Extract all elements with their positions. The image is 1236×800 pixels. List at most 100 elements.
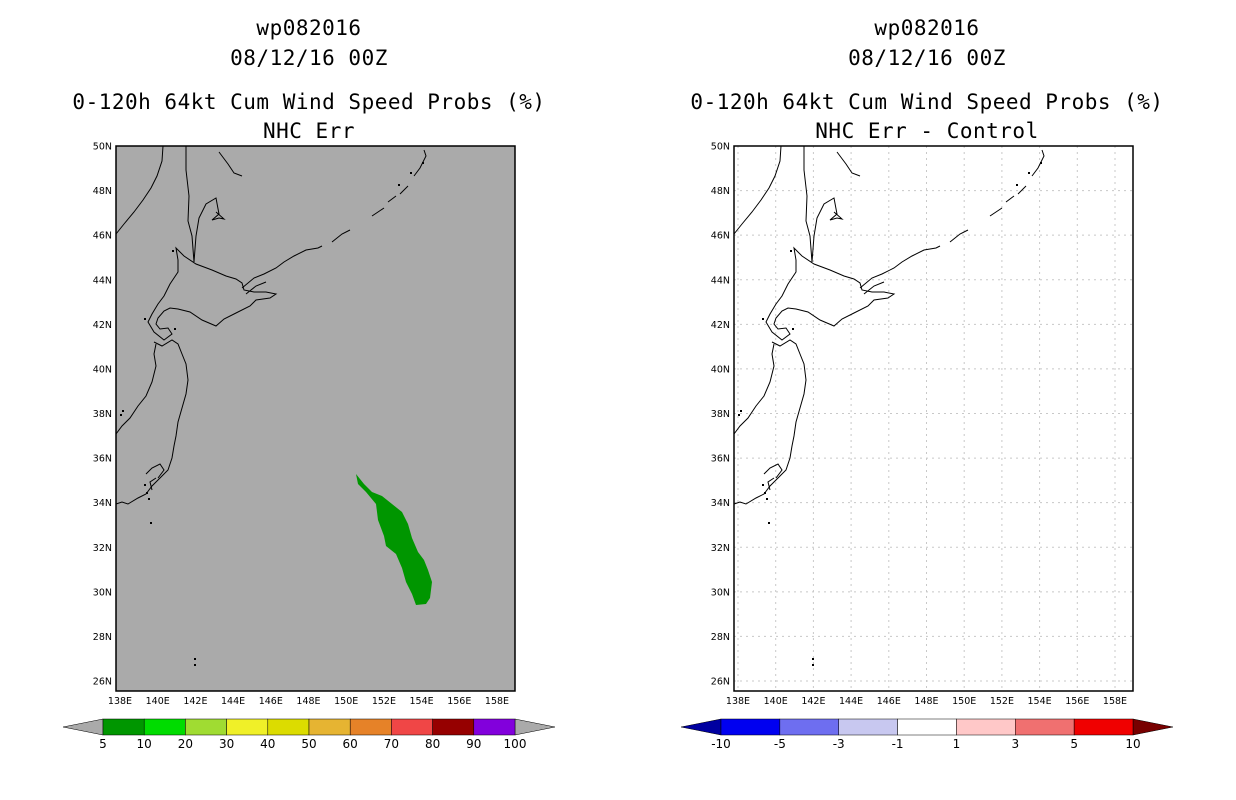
map-border	[733, 145, 1134, 692]
coastline	[115, 339, 189, 505]
coastline	[733, 343, 775, 435]
lat-tick-label: 46N	[93, 231, 112, 242]
coastline	[185, 146, 226, 263]
island	[812, 658, 814, 660]
lat-tick-label: 26N	[93, 677, 112, 688]
island	[1040, 162, 1042, 164]
lon-tick-label: 148E	[914, 696, 938, 707]
map-frame	[733, 145, 1134, 692]
island	[790, 250, 792, 252]
colorbar-swatch	[432, 718, 475, 736]
lon-tick-label: 140E	[146, 696, 170, 707]
panel-subtitle: NHC Err	[262, 119, 355, 143]
coastline	[949, 229, 969, 243]
lat-tick-label: 46N	[711, 231, 730, 242]
lat-tick-label: 26N	[711, 677, 730, 688]
lon-tick-label: 152E	[372, 696, 396, 707]
probability-swath	[356, 474, 432, 605]
map-border	[115, 145, 516, 692]
coastline	[733, 339, 807, 505]
colorbar-label: 100	[504, 737, 527, 751]
lon-tick-label: 138E	[726, 696, 750, 707]
island	[398, 184, 400, 186]
island	[148, 498, 150, 500]
lat-tick-label: 36N	[711, 454, 730, 465]
colorbar-swatch	[308, 718, 351, 736]
forecast-time: 08/12/16 00Z	[230, 46, 388, 70]
colorbar-swatch	[226, 718, 269, 736]
island	[762, 484, 764, 486]
colorbar-label: 30	[219, 737, 234, 751]
colorbar-label: 50	[301, 737, 316, 751]
lon-tick-label: 146E	[877, 696, 901, 707]
coastline	[245, 281, 267, 295]
colorbar: -10 -5 -3 -1 1 3 5 10	[680, 718, 1174, 751]
map-frame	[115, 145, 516, 692]
island	[194, 664, 196, 666]
coastline	[115, 145, 164, 235]
colorbar-swatch	[185, 718, 227, 736]
probability-map: 138E 140E 142E 144E 146E 148E 150E 152E 154E 156E…	[62, 142, 556, 751]
coastline	[147, 246, 278, 341]
lat-tick-label: 36N	[93, 454, 112, 465]
coastline	[859, 245, 941, 289]
lat-tick-label: 30N	[93, 587, 112, 598]
lon-tick-label: 140E	[764, 696, 788, 707]
island	[146, 492, 148, 494]
colorbar-label: 10	[137, 737, 152, 751]
coastline	[331, 229, 351, 243]
map-background	[734, 146, 1133, 691]
island	[120, 414, 122, 416]
colorbar-tip-right	[1132, 718, 1174, 736]
colorbar-label: 60	[343, 737, 358, 751]
lon-tick-label: 142E	[183, 696, 207, 707]
island	[738, 414, 740, 416]
island	[740, 410, 742, 412]
colorbar-swatch	[1073, 718, 1134, 736]
coastline	[387, 195, 397, 203]
coastline	[863, 281, 885, 295]
colorbar-swatch	[102, 718, 145, 736]
colorbar-label: 3	[1011, 737, 1019, 751]
colorbar-swatch	[838, 718, 898, 736]
coastline	[1017, 185, 1027, 195]
lat-tick-label: 50N	[711, 142, 730, 153]
colorbar-label: -1	[892, 737, 904, 751]
coastline	[733, 145, 782, 235]
colorbar-swatch	[720, 718, 781, 736]
difference-map: 138E 140E 142E 144E 146E 148E 150E 152E 154E 156E…	[680, 142, 1174, 751]
island	[174, 328, 176, 330]
lat-tick-label: 40N	[711, 364, 730, 375]
island	[144, 318, 146, 320]
lon-tick-label: 156E	[447, 696, 471, 707]
lon-tick-label: 150E	[952, 696, 976, 707]
colorbar-swatch	[349, 718, 392, 736]
coastline	[218, 151, 243, 177]
coastline	[241, 245, 323, 289]
colorbar-tip-right	[514, 718, 556, 736]
colorbar-label: 10	[1125, 737, 1140, 751]
colorbar-swatch	[267, 718, 310, 736]
colorbar-label: -3	[833, 737, 845, 751]
lat-tick-label: 34N	[711, 498, 730, 509]
island	[1016, 184, 1018, 186]
lat-tick-label: 42N	[93, 320, 112, 331]
colorbar-label: 40	[260, 737, 275, 751]
colorbar: 5 10 20 30 40 50 60 70 80 90 100	[62, 718, 556, 751]
lat-tick-label: 48N	[711, 186, 730, 197]
colorbar-tip-left	[62, 718, 104, 736]
colorbar-label: 5	[99, 737, 107, 751]
colorbar-swatch	[391, 718, 433, 736]
island	[122, 410, 124, 412]
lon-tick-label: 152E	[990, 696, 1014, 707]
lon-tick-label: 154E	[1028, 696, 1052, 707]
lon-tick-label: 148E	[296, 696, 320, 707]
island	[410, 172, 412, 174]
lon-tick-label: 138E	[108, 696, 132, 707]
colorbar-label: 80	[425, 737, 440, 751]
island	[762, 318, 764, 320]
colorbar-swatch	[779, 718, 839, 736]
coastline	[763, 463, 783, 479]
colorbar-label: 5	[1070, 737, 1078, 751]
island	[792, 328, 794, 330]
